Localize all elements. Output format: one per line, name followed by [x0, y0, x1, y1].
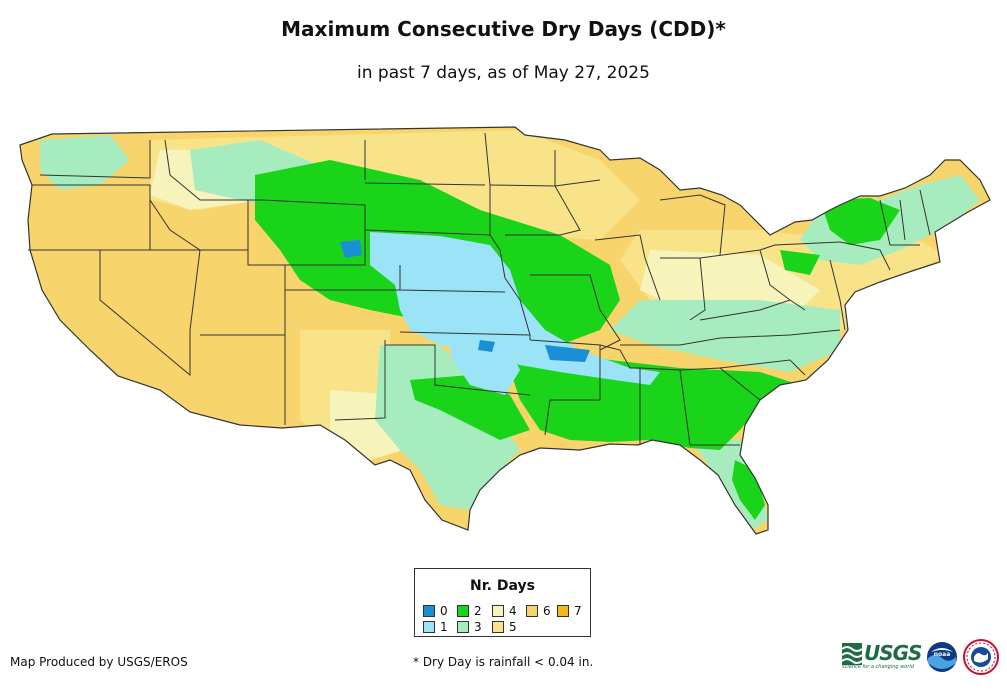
region-0-nebraska: [340, 240, 362, 258]
region-1-south-ks: [450, 320, 520, 395]
map-subtitle: in past 7 days, as of May 27, 2025: [357, 63, 650, 83]
legend-swatch-7: [557, 605, 569, 617]
map-credit: Map Produced by USGS/EROS: [10, 655, 188, 669]
usgs-wordmark: USGS: [864, 641, 922, 665]
legend-item-0: 0: [423, 604, 448, 618]
legend-label-7: 7: [574, 604, 582, 618]
legend: Nr. Days 0 1 2 3 4 5 6 7: [414, 568, 591, 637]
legend-label-3: 3: [474, 620, 482, 634]
legend-label-4: 4: [509, 604, 517, 618]
legend-swatch-5: [492, 621, 504, 633]
legend-swatch-6: [526, 605, 538, 617]
map-title: Maximum Consecutive Dry Days (CDD)*: [281, 17, 726, 41]
legend-item-5: 5: [492, 620, 517, 634]
region-2-ny: [820, 198, 900, 245]
legend-swatch-1: [423, 621, 435, 633]
region-0-kansas: [478, 340, 495, 352]
legend-item-1: 1: [423, 620, 448, 634]
legend-item-3: 3: [457, 620, 482, 634]
legend-label-2: 2: [474, 604, 482, 618]
region-2-florida: [732, 460, 765, 520]
legend-label-6: 6: [543, 604, 551, 618]
legend-swatch-4: [492, 605, 504, 617]
dry-day-footnote: * Dry Day is rainfall < 0.04 in.: [413, 655, 594, 669]
legend-title: Nr. Days: [470, 578, 535, 594]
cdd-regions: [40, 130, 980, 530]
region-0-arkansas: [545, 345, 590, 362]
nws-logo: [963, 639, 999, 675]
legend-item-4: 4: [492, 604, 517, 618]
legend-item-6: 6: [526, 604, 551, 618]
legend-label-0: 0: [440, 604, 448, 618]
region-2-west-va: [780, 250, 820, 275]
usgs-logo: USGS science for a changing world: [842, 641, 922, 671]
region-3-pacnw: [40, 135, 130, 190]
legend-swatch-2: [457, 605, 469, 617]
region-3-texas: [375, 345, 520, 510]
usgs-tagline: science for a changing world: [842, 664, 914, 670]
legend-label-5: 5: [509, 620, 517, 634]
legend-item-2: 2: [457, 604, 482, 618]
usgs-wave-icon: [842, 643, 862, 665]
legend-swatch-0: [423, 605, 435, 617]
legend-swatch-3: [457, 621, 469, 633]
noaa-logo: noaa: [927, 642, 957, 672]
svg-text:noaa: noaa: [934, 651, 951, 658]
region-1-central-band: [370, 232, 660, 385]
state-borders: [19, 126, 991, 535]
region-3-midatlantic: [610, 300, 840, 372]
legend-label-1: 1: [440, 620, 448, 634]
legend-item-7: 7: [557, 604, 582, 618]
